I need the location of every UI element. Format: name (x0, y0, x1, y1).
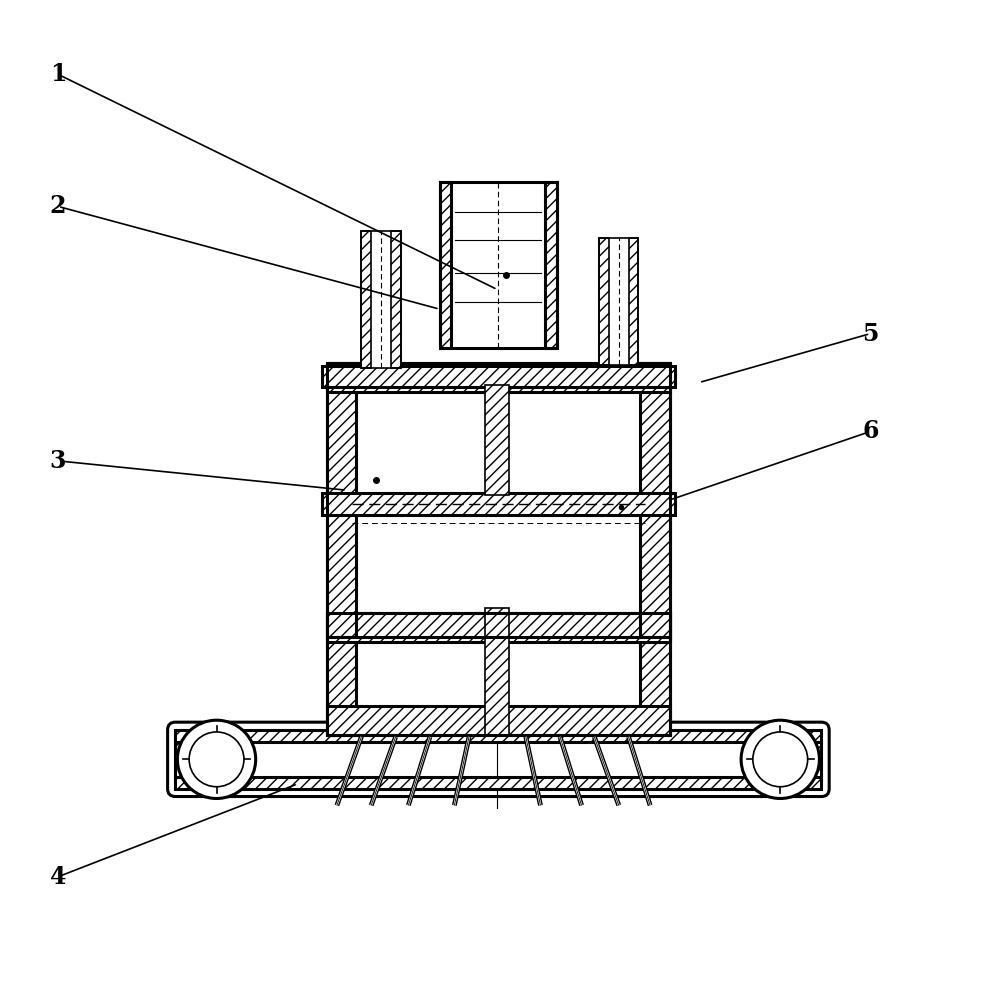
Circle shape (752, 732, 807, 787)
Bar (326, 613, 669, 642)
Bar (361, 231, 400, 368)
Bar (176, 777, 820, 789)
Circle shape (177, 720, 255, 798)
Bar (439, 182, 556, 348)
Bar (484, 385, 509, 495)
Bar (640, 613, 669, 735)
Text: 3: 3 (49, 449, 66, 473)
Bar (599, 238, 638, 365)
Bar (361, 231, 400, 368)
Bar (545, 182, 556, 348)
Bar (599, 238, 638, 365)
Bar (326, 363, 669, 637)
FancyBboxPatch shape (168, 722, 828, 797)
Bar (321, 493, 673, 515)
Bar (176, 742, 193, 777)
Text: 1: 1 (49, 62, 66, 86)
Text: 2: 2 (49, 194, 66, 218)
Bar (640, 363, 669, 637)
Text: 4: 4 (49, 865, 66, 889)
Bar (326, 706, 669, 735)
Bar (176, 730, 820, 742)
Bar (803, 742, 820, 777)
Bar (599, 238, 608, 365)
Bar (321, 366, 673, 387)
Bar (326, 613, 669, 735)
Text: 6: 6 (861, 419, 878, 443)
Bar (484, 608, 509, 735)
Bar (439, 182, 451, 348)
Bar (439, 182, 556, 348)
Bar (326, 613, 669, 735)
Bar (326, 363, 669, 392)
Circle shape (189, 732, 244, 787)
Bar (326, 613, 356, 735)
Bar (326, 363, 669, 637)
Bar (326, 363, 356, 637)
Bar (628, 238, 638, 365)
Text: 5: 5 (861, 322, 878, 346)
Bar (390, 231, 400, 368)
Circle shape (740, 720, 818, 798)
Bar (361, 231, 371, 368)
